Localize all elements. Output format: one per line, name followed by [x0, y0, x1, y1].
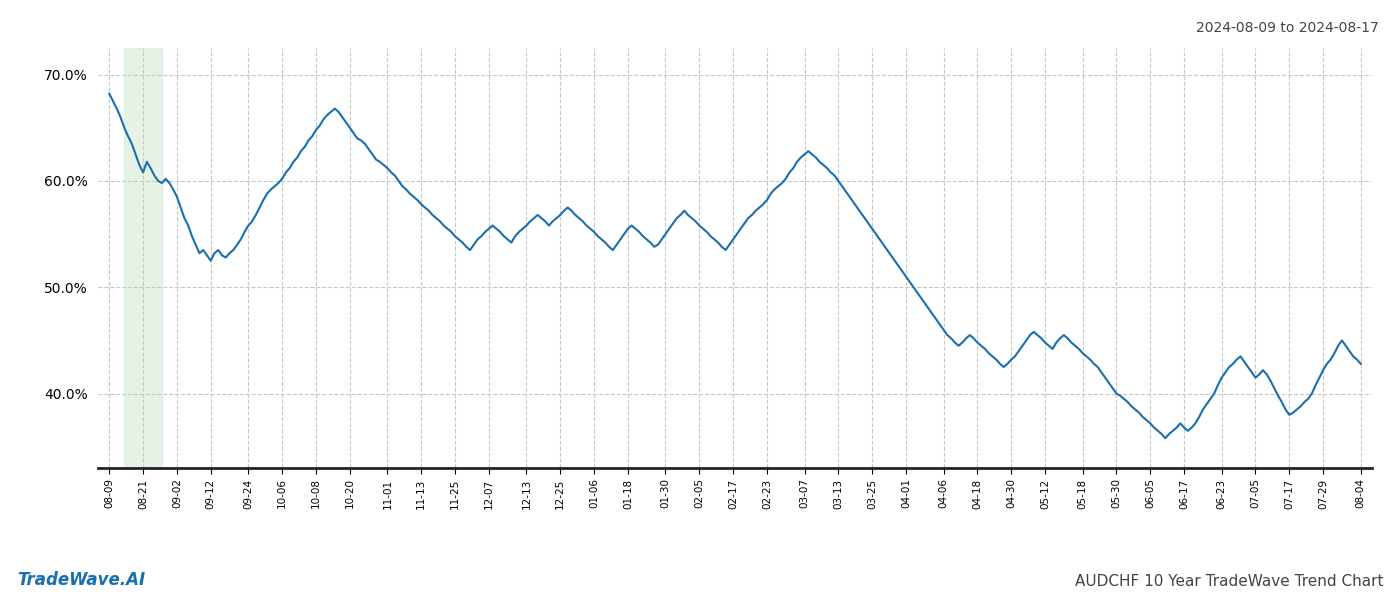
Text: 2024-08-09 to 2024-08-17: 2024-08-09 to 2024-08-17 [1196, 21, 1379, 35]
Bar [125, 48, 162, 468]
Text: TradeWave.AI: TradeWave.AI [17, 571, 146, 589]
Text: AUDCHF 10 Year TradeWave Trend Chart: AUDCHF 10 Year TradeWave Trend Chart [1075, 574, 1383, 589]
